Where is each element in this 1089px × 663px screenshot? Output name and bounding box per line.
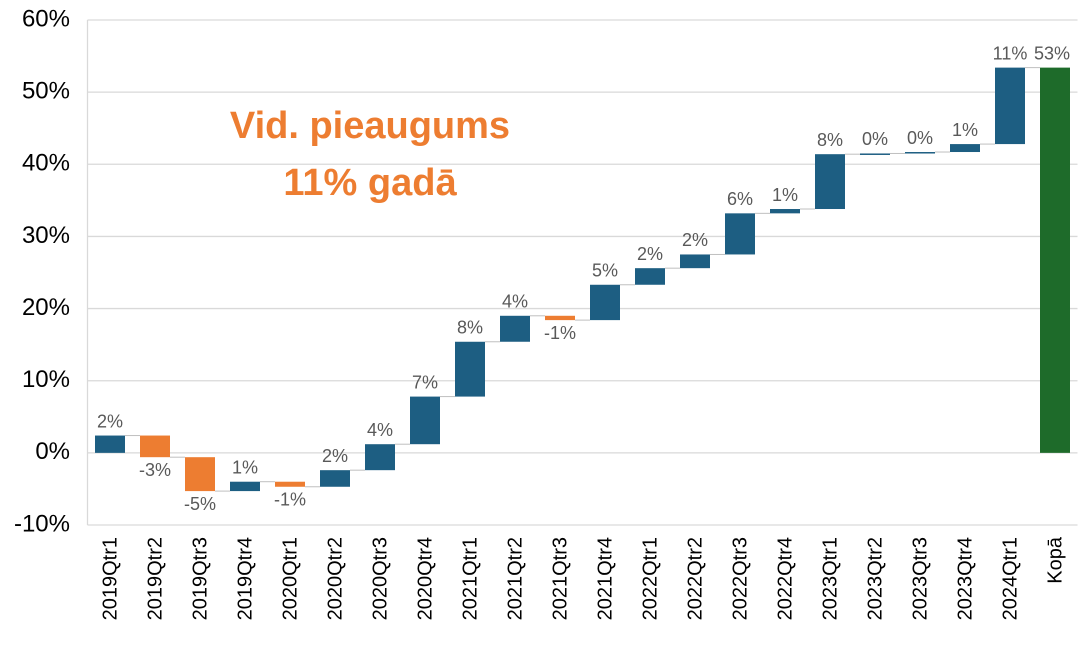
data-label: 8% [457, 318, 483, 338]
bar [140, 435, 170, 458]
data-label: 1% [232, 457, 258, 477]
y-tick-label: 40% [22, 150, 70, 177]
bar [275, 481, 305, 487]
y-tick-label: 10% [22, 366, 70, 393]
bar [950, 144, 980, 153]
bar [95, 435, 125, 453]
x-tick-label: 2021Qtr3 [549, 537, 571, 620]
data-label: -1% [544, 323, 576, 343]
data-label: -3% [139, 460, 171, 480]
bar [905, 152, 935, 154]
bar [635, 268, 665, 285]
bar [995, 67, 1025, 145]
bar [410, 396, 440, 445]
data-label: 2% [637, 244, 663, 264]
bar [815, 154, 845, 210]
x-tick-label: 2019Qtr2 [144, 537, 166, 620]
x-tick-label: Kopā [1044, 536, 1066, 584]
bar [185, 457, 215, 492]
bar [500, 315, 530, 342]
y-tick-label: 50% [22, 77, 70, 104]
x-tick-label: 2022Qtr1 [639, 537, 661, 620]
bar [320, 470, 350, 487]
x-tick-label: 2023Qtr2 [864, 537, 886, 620]
y-tick-label: 30% [22, 222, 70, 249]
data-label: 53% [1034, 43, 1070, 63]
x-tick-label: 2022Qtr4 [774, 537, 796, 620]
data-label: 2% [322, 446, 348, 466]
data-label: 2% [97, 411, 123, 431]
x-tick-label: 2020Qtr2 [324, 537, 346, 620]
bar [860, 153, 890, 155]
x-tick-label: 2023Qtr4 [954, 537, 976, 620]
data-label: 4% [367, 420, 393, 440]
total-bar [1040, 67, 1070, 453]
data-label: 5% [592, 261, 618, 281]
x-tick-label: 2021Qtr1 [459, 537, 481, 620]
x-tick-label: 2021Qtr2 [504, 537, 526, 620]
x-tick-label: 2022Qtr3 [729, 537, 751, 620]
x-tick-label: 2024Qtr1 [999, 537, 1021, 620]
x-tick-label: 2019Qtr4 [234, 537, 256, 620]
x-tick-label: 2021Qtr4 [594, 537, 616, 620]
data-label: 1% [772, 185, 798, 205]
bar [725, 213, 755, 255]
data-label: 2% [682, 230, 708, 250]
y-tick-label: 60% [22, 5, 70, 32]
bar [545, 315, 575, 321]
data-label: 6% [727, 189, 753, 209]
x-tick-label: 2020Qtr4 [414, 537, 436, 620]
data-label: 1% [952, 120, 978, 140]
x-tick-label: 2020Qtr1 [279, 537, 301, 620]
data-label: -5% [184, 494, 216, 514]
data-label: 0% [862, 129, 888, 149]
bar [230, 481, 260, 492]
annotation: 11% gadā [283, 162, 457, 204]
y-tick-label: 20% [22, 294, 70, 321]
bar [365, 444, 395, 471]
bar [590, 284, 620, 321]
bar [770, 209, 800, 214]
x-tick-label: 2023Qtr1 [819, 537, 841, 620]
x-tick-label: 2020Qtr3 [369, 537, 391, 620]
y-tick-label: 0% [35, 438, 70, 465]
bar [680, 254, 710, 269]
data-label: 0% [907, 128, 933, 148]
x-tick-label: 2022Qtr2 [684, 537, 706, 620]
x-tick-label: 2019Qtr1 [99, 537, 121, 620]
data-label: -1% [274, 490, 306, 510]
data-label: 4% [502, 292, 528, 312]
data-label: 11% [993, 43, 1028, 63]
x-tick-label: 2019Qtr3 [189, 537, 211, 620]
bar [455, 341, 485, 397]
data-label: 8% [817, 130, 843, 150]
x-tick-label: 2023Qtr3 [909, 537, 931, 620]
data-label: 7% [412, 372, 438, 392]
y-tick-label: -10% [14, 510, 70, 537]
annotation: Vid. pieaugums [230, 105, 510, 147]
